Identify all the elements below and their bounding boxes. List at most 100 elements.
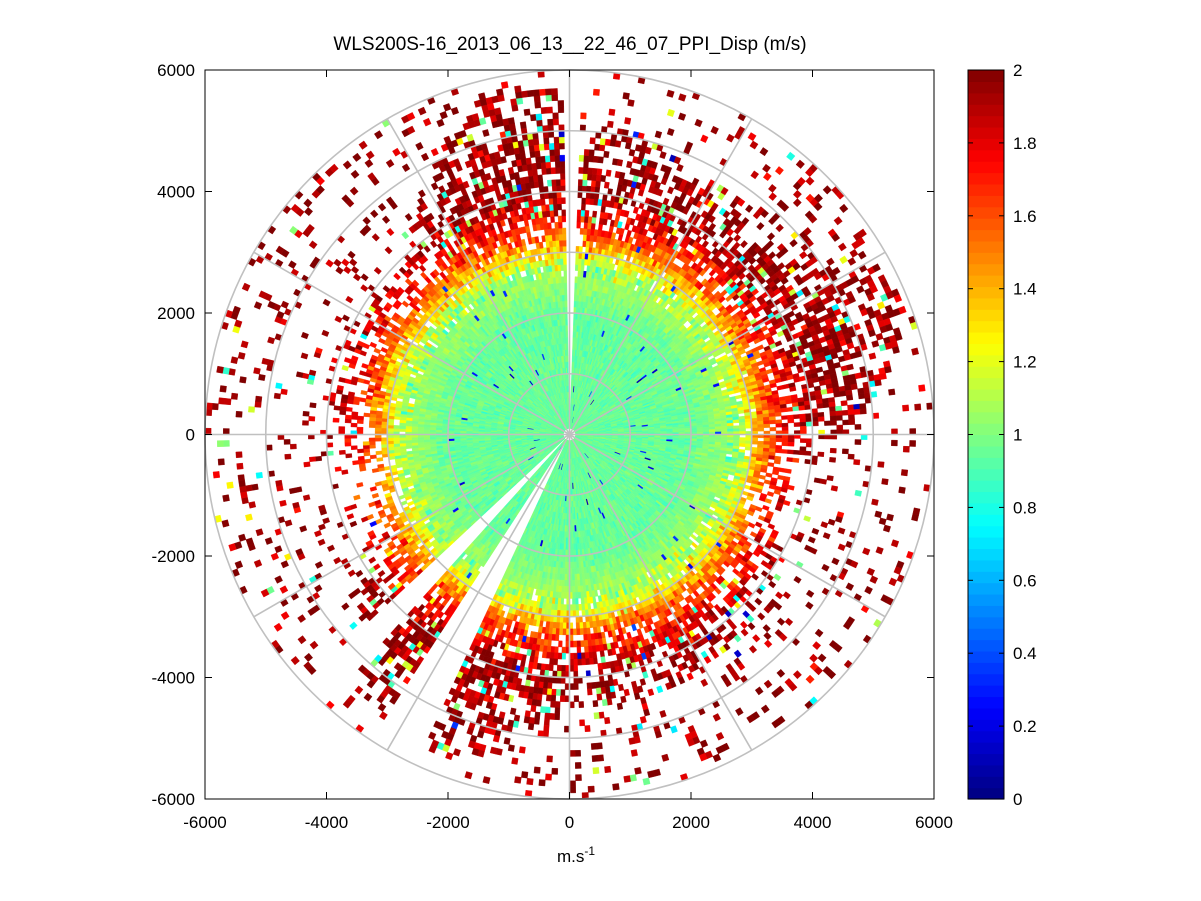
ppi-cell — [702, 429, 710, 433]
ppi-cell — [678, 430, 686, 433]
ppi-cell — [702, 426, 710, 431]
ppi-cell — [721, 436, 728, 441]
ppi-cell — [751, 440, 758, 445]
ppi-cell — [774, 412, 782, 417]
ppi-cell — [842, 419, 849, 426]
ppi-cell — [656, 188, 664, 197]
ppi-cell — [769, 441, 777, 446]
ppi-cell — [769, 427, 777, 432]
ppi-cell — [715, 436, 722, 441]
ppi-cell — [714, 426, 722, 430]
ppi-cell — [848, 414, 855, 421]
ppi-cell — [854, 424, 862, 430]
ppi-cell — [781, 438, 789, 443]
ppi-cell — [884, 366, 892, 374]
ppi-cell — [654, 130, 663, 139]
ppi-cell — [599, 144, 606, 152]
ppi-cell — [619, 171, 626, 180]
ppi-cell — [816, 403, 824, 409]
ppi-cell — [911, 513, 919, 522]
ppi-cell — [781, 441, 789, 447]
ppi-cell — [588, 155, 595, 163]
ppi-cell — [830, 485, 839, 492]
ppi-cell — [623, 210, 630, 218]
ppi-cell — [819, 478, 827, 485]
ppi-cell — [781, 449, 788, 454]
ppi-cell — [671, 235, 679, 244]
ppi-cell — [781, 422, 789, 428]
ppi-cell — [733, 437, 740, 441]
ppi-cell — [785, 399, 793, 405]
ppi-cell — [690, 429, 698, 433]
ppi-cell — [662, 197, 670, 206]
ppi-cell — [691, 177, 700, 186]
ppi-cell — [835, 415, 843, 421]
ppi-cell — [614, 140, 622, 148]
ppi-cell — [793, 414, 801, 420]
ppi-cell — [781, 426, 789, 431]
ppi-cell — [583, 149, 590, 156]
ppi-cell — [582, 167, 589, 175]
ppi-cell — [694, 118, 703, 128]
ppi-cell — [757, 440, 764, 445]
ppi-cell — [580, 209, 586, 217]
ppi-cell — [773, 459, 781, 465]
ppi-cell — [616, 159, 624, 167]
ppi-cell — [757, 424, 764, 429]
ppi-cell — [799, 421, 807, 427]
ppi-cell — [583, 161, 589, 169]
ppi-cell — [745, 440, 752, 445]
ppi-cell — [659, 151, 667, 160]
ppi-cell — [603, 181, 610, 189]
ppi-cell — [902, 404, 910, 412]
ppi-cell — [738, 421, 746, 426]
ppi-cell — [839, 390, 847, 397]
ppi-cell — [739, 437, 746, 441]
ppi-cell — [738, 443, 746, 448]
ppi-cell — [666, 128, 675, 137]
ppi-cell — [607, 120, 614, 128]
ppi-cell — [720, 426, 728, 430]
ppi-cell — [767, 462, 775, 468]
ppi-cell — [762, 416, 770, 422]
ppi-cell — [800, 438, 807, 443]
ppi-cell — [829, 406, 837, 412]
ppi-cell — [763, 441, 771, 446]
ppi-cell — [580, 215, 585, 223]
ppi-cell — [826, 475, 834, 482]
ppi-cell — [651, 174, 659, 183]
ppi-cell — [575, 258, 579, 265]
ppi-cell — [854, 439, 862, 445]
ppi-cell — [684, 430, 692, 433]
ppi-cell — [881, 478, 889, 486]
ppi-cell — [898, 486, 906, 494]
ppi-cell — [592, 210, 598, 218]
ppi-cell — [602, 218, 608, 226]
ppi-cell — [817, 416, 825, 422]
ppi-cell — [784, 468, 792, 474]
ppi-cell — [678, 93, 687, 102]
ppi-cell — [578, 167, 584, 174]
ppi-cell — [775, 448, 782, 454]
ppi-cell — [580, 112, 587, 120]
ppi-cell — [666, 108, 675, 117]
ppi-cell — [775, 437, 783, 443]
ppi-cell — [576, 215, 582, 223]
ppi-cell — [702, 436, 710, 440]
ppi-cell — [733, 428, 740, 432]
ppi-cell — [726, 422, 734, 427]
ppi-cell — [592, 167, 598, 175]
ppi-cell — [787, 414, 794, 420]
ppi-cell — [751, 427, 759, 432]
ppi-cell — [799, 446, 807, 452]
ppi-cell — [826, 387, 834, 394]
ppi-cell — [751, 437, 759, 442]
ppi-cell — [871, 498, 879, 506]
ppi-cell — [891, 346, 900, 354]
ppi-cell — [708, 429, 716, 433]
ppi-cell — [850, 383, 858, 391]
ppi-cell — [835, 410, 843, 417]
ppi-cell — [841, 409, 849, 416]
ppi-cell — [775, 419, 783, 424]
ppi-cell — [888, 388, 896, 396]
